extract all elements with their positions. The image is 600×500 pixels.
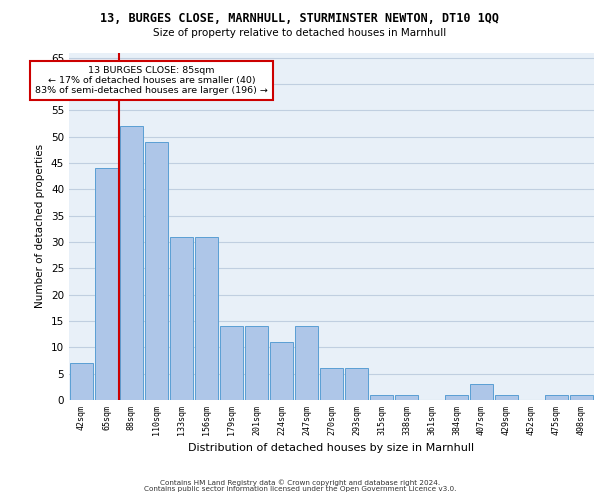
Bar — [470, 384, 493, 400]
Bar — [70, 363, 93, 400]
Bar — [345, 368, 368, 400]
Bar — [145, 142, 168, 400]
Bar — [170, 237, 193, 400]
Bar — [445, 394, 468, 400]
Text: 13, BURGES CLOSE, MARNHULL, STURMINSTER NEWTON, DT10 1QQ: 13, BURGES CLOSE, MARNHULL, STURMINSTER … — [101, 12, 499, 26]
Bar — [95, 168, 118, 400]
Text: Contains HM Land Registry data © Crown copyright and database right 2024.
Contai: Contains HM Land Registry data © Crown c… — [144, 479, 456, 492]
Bar — [545, 394, 568, 400]
Bar — [570, 394, 593, 400]
Bar — [495, 394, 518, 400]
Y-axis label: Number of detached properties: Number of detached properties — [35, 144, 46, 308]
Bar — [195, 237, 218, 400]
Bar — [120, 126, 143, 400]
X-axis label: Distribution of detached houses by size in Marnhull: Distribution of detached houses by size … — [188, 443, 475, 453]
Bar — [320, 368, 343, 400]
Text: Size of property relative to detached houses in Marnhull: Size of property relative to detached ho… — [154, 28, 446, 38]
Bar — [270, 342, 293, 400]
Bar — [395, 394, 418, 400]
Text: 13 BURGES CLOSE: 85sqm
← 17% of detached houses are smaller (40)
83% of semi-det: 13 BURGES CLOSE: 85sqm ← 17% of detached… — [35, 66, 268, 96]
Bar — [245, 326, 268, 400]
Bar — [295, 326, 318, 400]
Bar — [370, 394, 393, 400]
Bar — [220, 326, 243, 400]
